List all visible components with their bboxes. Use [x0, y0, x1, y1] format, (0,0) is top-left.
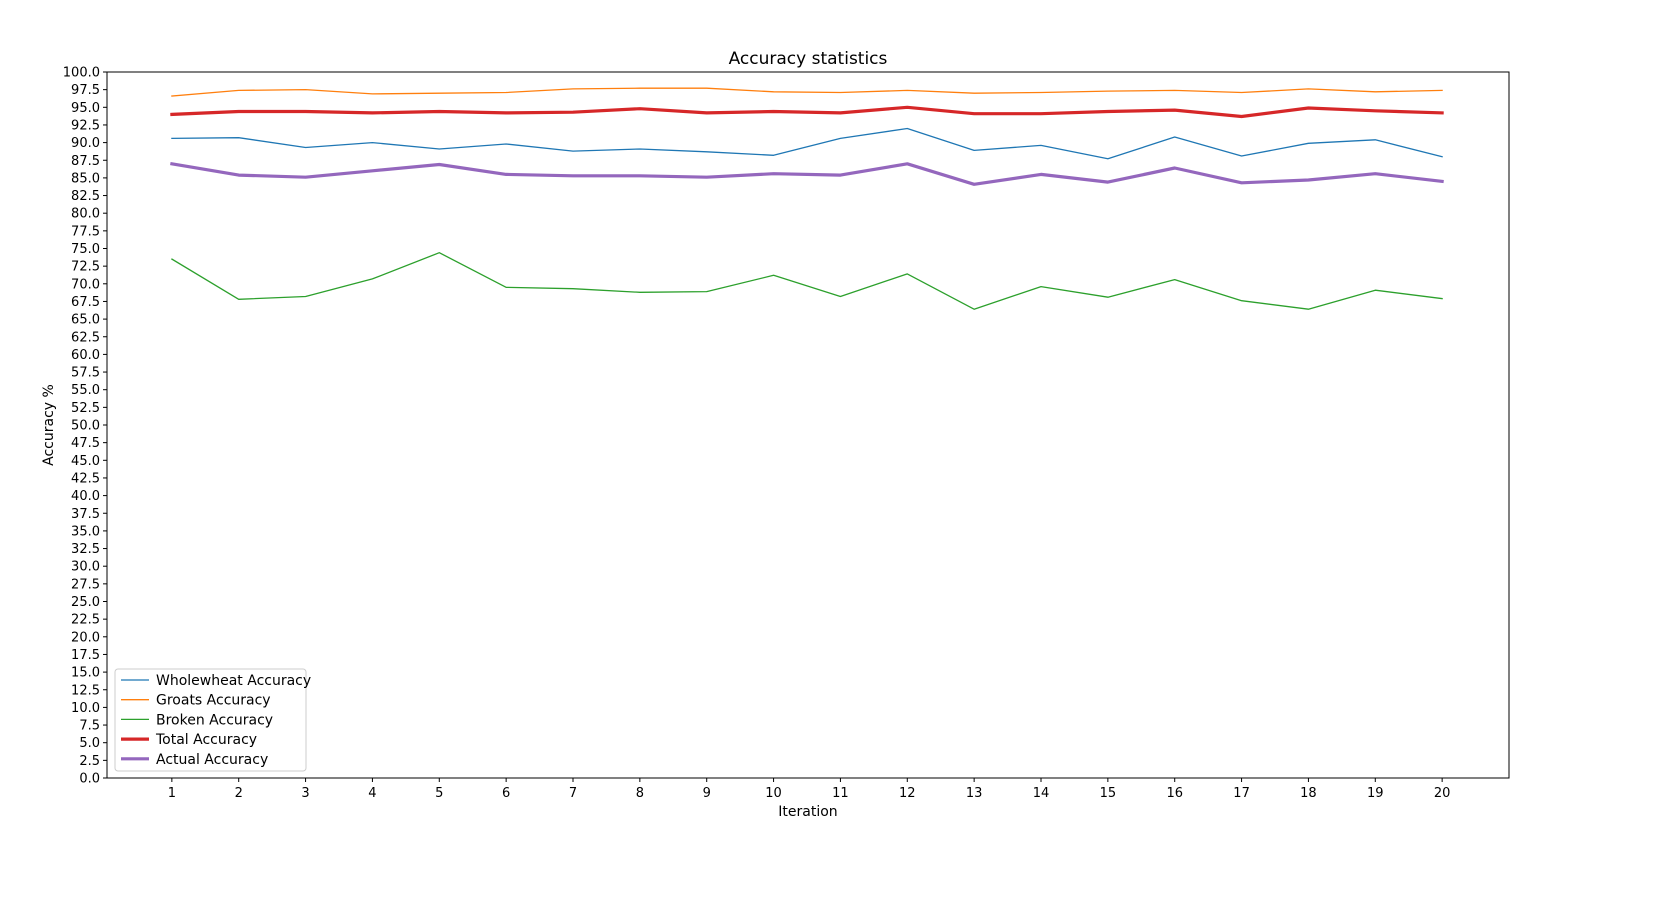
x-tick-label: 4: [368, 786, 376, 801]
x-tick-label: 3: [301, 786, 309, 801]
legend-label-total-accuracy: Total Accuracy: [155, 732, 257, 748]
y-tick-label: 65.0: [71, 313, 100, 328]
x-tick-label: 15: [1100, 786, 1117, 801]
legend: Wholewheat Accuracy Groats Accuracy Broken…: [114, 668, 311, 772]
x-tick-label: 12: [899, 786, 916, 801]
y-tick-label: 32.5: [71, 542, 100, 557]
y-tick-label: 10.0: [71, 701, 100, 716]
x-tick-label: 9: [703, 786, 711, 801]
y-tick-label: 60.0: [71, 348, 100, 363]
x-tick-label: 1: [168, 786, 176, 801]
x-tick-label: 16: [1166, 786, 1183, 801]
plot-area-frame: [106, 71, 1510, 779]
legend-label-broken-accuracy: Broken Accuracy: [156, 712, 273, 728]
y-tick-label: 72.5: [71, 260, 100, 275]
y-tick-label: 15.0: [71, 666, 100, 681]
series-group: [170, 87, 1444, 310]
series-line-total-accuracy: [170, 105, 1444, 119]
series-line-actual-accuracy: [170, 161, 1444, 186]
y-tick-label: 12.5: [71, 683, 100, 698]
legend-label-groats-accuracy: Groats Accuracy: [156, 693, 271, 709]
x-tick-label: 14: [1033, 786, 1050, 801]
y-tick-label: 47.5: [71, 436, 100, 451]
y-tick-label: 17.5: [71, 648, 100, 663]
series-line-wholewheat-accuracy: [171, 127, 1443, 160]
y-tick-label: 90.0: [71, 136, 100, 151]
y-tick-label: 92.5: [71, 118, 100, 133]
x-tick-label: 8: [636, 786, 644, 801]
y-tick-label: 70.0: [71, 277, 100, 292]
x-tick-label: 5: [435, 786, 443, 801]
x-tick-label: 19: [1367, 786, 1384, 801]
y-tick-label: 75.0: [71, 242, 100, 257]
y-tick-label: 57.5: [71, 366, 100, 381]
y-tick-label: 27.5: [71, 577, 100, 592]
x-tick-label: 17: [1233, 786, 1250, 801]
y-tick-label: 37.5: [71, 507, 100, 522]
y-tick-label: 82.5: [71, 189, 100, 204]
x-tick-label: 18: [1300, 786, 1317, 801]
x-tick-label: 7: [569, 786, 577, 801]
series-line-groats-accuracy: [171, 87, 1443, 97]
y-tick-label: 45.0: [71, 454, 100, 469]
y-axis: 0.0 2.5 5.0 7.5 10.0 12.5 15.0 17.5 20.0 22.5 25.0…: [63, 66, 107, 787]
y-axis-label: Accuracy %: [41, 384, 57, 466]
y-tick-label: 97.5: [71, 83, 100, 98]
y-tick-label: 35.0: [71, 524, 100, 539]
y-tick-label: 50.0: [71, 419, 100, 434]
y-tick-label: 0.0: [79, 772, 100, 787]
x-axis-label: Iteration: [778, 804, 837, 820]
x-tick-label: 20: [1434, 786, 1451, 801]
y-tick-label: 85.0: [71, 171, 100, 186]
y-tick-label: 20.0: [71, 630, 100, 645]
y-tick-label: 67.5: [71, 295, 100, 310]
x-tick-label: 10: [765, 786, 782, 801]
y-tick-label: 2.5: [79, 754, 100, 769]
x-tick-label: 11: [832, 786, 849, 801]
legend-label-wholewheat-accuracy: Wholewheat Accuracy: [156, 673, 311, 689]
y-tick-label: 77.5: [71, 224, 100, 239]
y-tick-label: 52.5: [71, 401, 100, 416]
y-tick-label: 25.0: [71, 595, 100, 610]
legend-box: [114, 668, 307, 772]
x-tick-label: 2: [235, 786, 243, 801]
y-tick-label: 7.5: [79, 719, 100, 734]
y-tick-label: 87.5: [71, 154, 100, 169]
legend-label-actual-accuracy: Actual Accuracy: [156, 752, 268, 768]
y-tick-label: 5.0: [79, 736, 100, 751]
y-tick-label: 30.0: [71, 560, 100, 575]
y-tick-label: 95.0: [71, 101, 100, 116]
y-tick-label: 62.5: [71, 330, 100, 345]
y-tick-label: 80.0: [71, 207, 100, 222]
y-tick-label: 42.5: [71, 471, 100, 486]
y-tick-label: 22.5: [71, 613, 100, 628]
y-tick-label: 100.0: [63, 66, 100, 81]
y-tick-label: 55.0: [71, 383, 100, 398]
chart-title: Accuracy statistics: [729, 49, 888, 69]
x-axis: 1 2 3 4 5 6 7 8 9 10 11 12 13 14 15 16 17 18 19 20: [168, 778, 1451, 801]
series-line-broken-accuracy: [171, 252, 1443, 310]
x-tick-label: 13: [966, 786, 983, 801]
y-tick-label: 40.0: [71, 489, 100, 504]
x-tick-label: 6: [502, 786, 510, 801]
